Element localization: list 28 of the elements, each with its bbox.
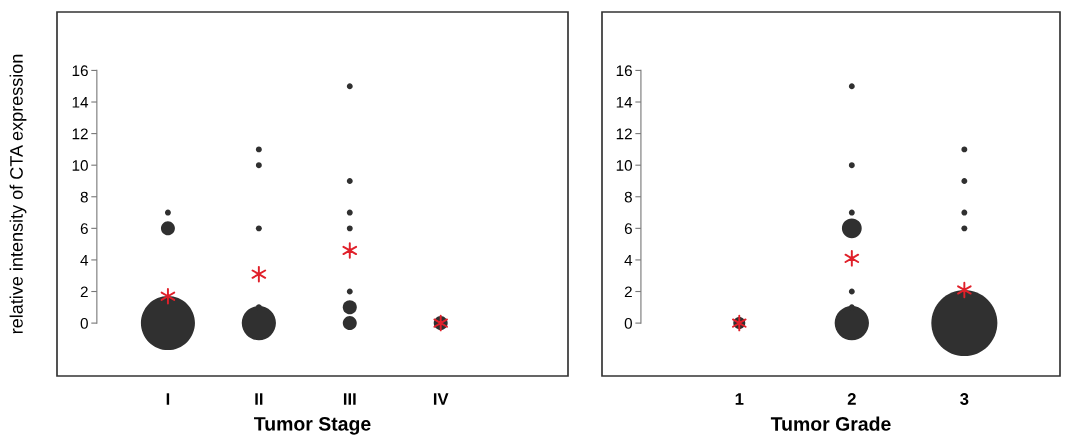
y-tick-label: 12 [72,128,88,140]
y-tick-label: 14 [616,97,633,108]
x-tick-label: 1 [735,393,744,405]
y-tick-label: 4 [624,254,633,266]
x-tick-label: IV [433,393,449,405]
x-axis-title: Tumor Stage [254,416,371,435]
y-axis-title: relative intensity of CTA expression [9,54,27,334]
y-tick-label: 12 [616,128,632,140]
y-tick-label: 6 [624,223,632,235]
y-tick-label: 16 [616,65,632,77]
x-axis-title: Tumor Grade [770,416,891,431]
y-tick-label: 6 [80,223,88,235]
y-tick-label: 8 [80,191,88,203]
x-tick-label: II [255,393,263,405]
x-tick-label: I [166,393,170,405]
y-tick-label: 8 [624,191,632,203]
y-tick-label: 14 [72,97,89,108]
y-tick-label: 2 [624,286,632,298]
y-tick-label: 4 [80,254,89,266]
y-tick-label: 0 [624,317,632,329]
y-tick-label: 0 [80,317,88,329]
y-tick-label: 2 [80,286,88,298]
y-tick-label: 10 [72,160,88,171]
x-tick-label: 2 [847,393,856,405]
x-tick-label: 3 [960,393,969,405]
y-tick-label: 10 [616,160,632,171]
x-tick-label: III [343,393,356,405]
y-tick-label: 16 [72,65,88,77]
